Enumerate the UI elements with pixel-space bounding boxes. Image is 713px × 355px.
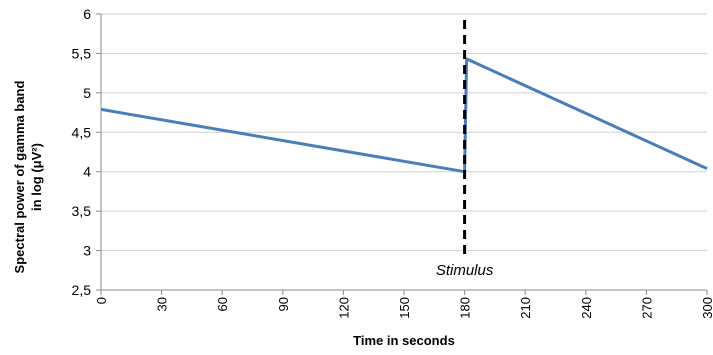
y-tick-label: 5,5 — [72, 45, 92, 61]
x-tick-label: 30 — [155, 297, 170, 311]
y-tick-label: 6 — [83, 6, 91, 22]
y-tick-label: 3 — [83, 243, 91, 259]
x-tick-label: 180 — [458, 297, 473, 319]
y-tick-label: 2,5 — [72, 282, 92, 298]
y-tick-label: 4 — [83, 164, 91, 180]
y-axis-title-line-2: in log (μV²) — [29, 143, 44, 211]
x-tick-label: 270 — [639, 297, 654, 319]
x-tick-label: 150 — [397, 297, 412, 319]
x-tick-label: 240 — [579, 297, 594, 319]
stimulus-label: Stimulus — [436, 262, 494, 279]
y-tick-label: 4,5 — [72, 124, 92, 140]
axes: 2,533,544,555,560 30 60 90 120 150 180 210 240 27… — [72, 6, 713, 319]
annotation-layer: Stimulus — [436, 20, 494, 279]
data-series-line — [100, 57, 708, 174]
y-axis-title-line-1: Spectral power of gamma band — [12, 81, 27, 274]
x-tick-label: 90 — [276, 297, 291, 311]
x-tick-label: 120 — [336, 297, 351, 319]
x-tick-label: 60 — [215, 297, 230, 311]
series-layer — [100, 57, 708, 174]
y-tick-label: 3,5 — [72, 203, 92, 219]
x-tick-label: 0 — [94, 297, 109, 304]
x-tick-label: 300 — [700, 297, 713, 319]
x-tick-label: 210 — [518, 297, 533, 319]
y-tick-label: 5 — [83, 85, 91, 101]
x-axis-title: Time in seconds — [353, 333, 455, 348]
gridlines — [101, 13, 707, 252]
